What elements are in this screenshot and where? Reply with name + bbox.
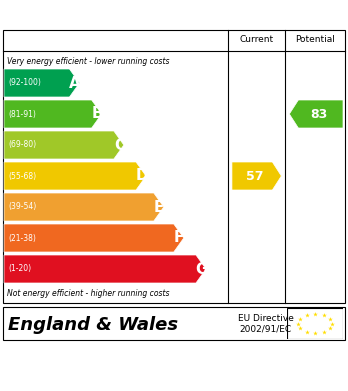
Text: (92-100): (92-100) [8,79,41,88]
Text: Very energy efficient - lower running costs: Very energy efficient - lower running co… [7,57,169,66]
Text: (39-54): (39-54) [8,203,36,212]
Text: 83: 83 [310,108,328,120]
Text: (21-38): (21-38) [8,233,36,242]
Polygon shape [4,131,124,159]
Text: (69-80): (69-80) [8,140,36,149]
Text: D: D [135,169,148,183]
Polygon shape [289,100,343,128]
Polygon shape [4,255,206,283]
Text: (81-91): (81-91) [8,109,36,118]
Text: England & Wales: England & Wales [8,316,178,334]
Text: A: A [69,75,81,90]
Polygon shape [4,193,164,221]
Bar [287,308,343,339]
Text: Current: Current [239,35,274,44]
Text: Energy Efficiency Rating: Energy Efficiency Rating [7,7,209,22]
Polygon shape [4,224,184,252]
Polygon shape [4,100,102,128]
Polygon shape [4,69,79,97]
Text: F: F [174,231,184,246]
Text: B: B [91,106,103,122]
Text: (55-68): (55-68) [8,172,36,181]
Text: Potential: Potential [295,35,335,44]
Text: G: G [195,262,208,276]
Polygon shape [232,162,282,190]
Text: (1-20): (1-20) [8,264,31,273]
Text: E: E [154,199,165,215]
Text: 57: 57 [246,170,263,183]
Text: C: C [114,138,125,152]
Bar [3,307,345,340]
Polygon shape [4,162,146,190]
Text: Not energy efficient - higher running costs: Not energy efficient - higher running co… [7,289,169,298]
Text: EU Directive
2002/91/EC: EU Directive 2002/91/EC [238,314,294,333]
